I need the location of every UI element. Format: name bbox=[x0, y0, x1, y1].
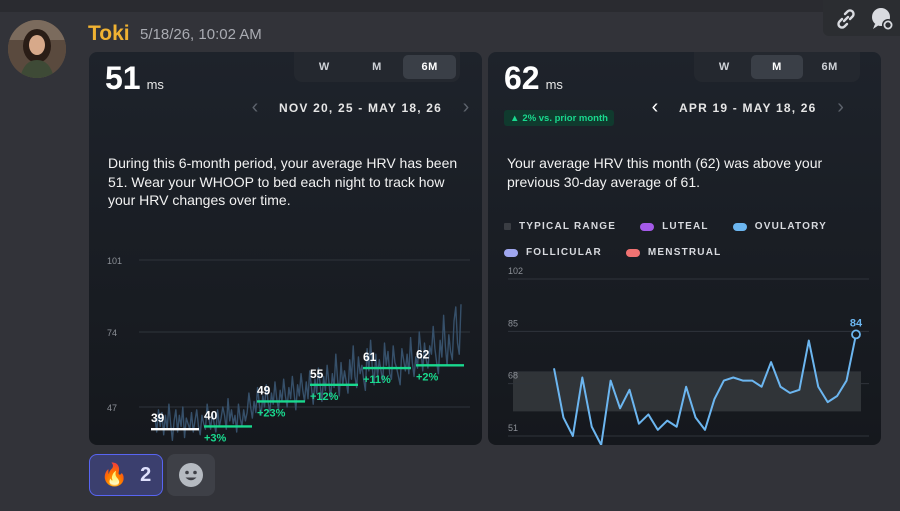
legend-luteal: LUTEAL bbox=[640, 221, 709, 232]
period-selector: W M 6M bbox=[694, 52, 860, 82]
hrv-6month-chart: 101 74 47 39 40 +3% 49 +23% 55 +12% 61 +11% 62 +2% bbox=[107, 256, 470, 444]
legend-menstrual: MENSTRUAL bbox=[625, 247, 722, 258]
monthly-change-label: +23% bbox=[257, 407, 286, 419]
message-actions bbox=[823, 0, 900, 36]
link-icon[interactable] bbox=[833, 6, 859, 32]
monthly-average-label: 40 bbox=[204, 408, 218, 422]
tab-6month[interactable]: 6M bbox=[821, 61, 838, 73]
hrv-description: During this 6-month period, your average… bbox=[108, 155, 458, 208]
highlight-point bbox=[851, 329, 861, 340]
tab-month[interactable]: M bbox=[372, 61, 382, 73]
y-tick-label: 51 bbox=[508, 423, 518, 433]
hrv-value: 51 ms bbox=[105, 60, 164, 96]
y-tick-label: 85 bbox=[508, 318, 518, 328]
monthly-average-label: 39 bbox=[151, 411, 165, 425]
legend-ovulatory: OVULATORY bbox=[732, 221, 827, 232]
avatar[interactable] bbox=[8, 20, 66, 78]
reactions-bar: 🔥 2 bbox=[89, 454, 215, 496]
monthly-change-label: +11% bbox=[363, 374, 391, 386]
date-range-label: APR 19 - MAY 18, 26 bbox=[679, 100, 817, 115]
hrv-month-card: 62 ms W M 6M ▲ 2% vs. prior month ‹ APR 19… bbox=[488, 52, 881, 445]
legend-follicular: FOLLICULAR bbox=[504, 247, 602, 258]
y-tick-label: 102 bbox=[508, 266, 523, 276]
tab-week[interactable]: W bbox=[718, 61, 730, 73]
hrv-6month-card: 51 ms W M 6M ‹ NOV 20, 25 - MAY 18, 26 › … bbox=[89, 52, 482, 445]
chevron-left-icon[interactable]: ‹ bbox=[651, 96, 659, 118]
date-range-nav: ‹ APR 19 - MAY 18, 26 › bbox=[645, 96, 851, 119]
monthly-change-label: +2% bbox=[416, 371, 439, 383]
y-tick-label: 101 bbox=[107, 256, 122, 266]
daily-hrv-line bbox=[154, 304, 462, 442]
chart-legend-row-1: TYPICAL RANGE LUTEAL OVULATORY bbox=[504, 221, 864, 232]
y-tick-label: 68 bbox=[508, 371, 518, 381]
monthly-average-label: 61 bbox=[363, 350, 377, 364]
window-top-strip bbox=[0, 0, 900, 12]
legend-typical-range: TYPICAL RANGE bbox=[504, 221, 616, 232]
y-tick-label: 47 bbox=[107, 403, 117, 413]
message-timestamp: 5/18/26, 10:02 AM bbox=[140, 26, 262, 43]
tab-month[interactable]: M bbox=[750, 55, 804, 79]
ovulatory-hrv-line bbox=[553, 334, 857, 445]
monthly-change-label: +12% bbox=[310, 391, 339, 403]
y-tick-label: 74 bbox=[107, 328, 117, 338]
tab-week[interactable]: W bbox=[318, 61, 330, 73]
tab-6month[interactable]: 6M bbox=[403, 55, 457, 79]
monthly-average-label: 49 bbox=[257, 383, 271, 397]
monthly-change-label: +3% bbox=[204, 432, 227, 444]
date-range-label: NOV 20, 25 - MAY 18, 26 bbox=[279, 100, 443, 115]
date-range-nav: ‹ NOV 20, 25 - MAY 18, 26 › bbox=[245, 96, 476, 119]
change-badge: ▲ 2% vs. prior month bbox=[504, 110, 614, 126]
add-reaction-button[interactable] bbox=[167, 454, 215, 496]
highlight-label: 84 bbox=[850, 317, 863, 329]
chevron-right-icon[interactable]: › bbox=[837, 96, 844, 118]
arrow-up-icon: ▲ bbox=[510, 112, 520, 124]
chevron-left-icon[interactable]: ‹ bbox=[251, 96, 259, 118]
chart-legend-row-2: FOLLICULAR MENSTRUAL bbox=[504, 247, 864, 258]
hrv-description: Your average HRV this month (62) was abo… bbox=[507, 155, 823, 190]
reaction-count: 2 bbox=[140, 463, 152, 486]
fire-icon: 🔥 bbox=[100, 462, 129, 487]
smile-icon bbox=[179, 463, 203, 487]
author-name[interactable]: Toki bbox=[88, 22, 130, 45]
reply-settings-icon[interactable] bbox=[869, 6, 895, 32]
monthly-average-label: 62 bbox=[416, 347, 430, 361]
hrv-month-chart: 102 85 68 51 84 bbox=[508, 266, 869, 445]
chevron-right-icon[interactable]: › bbox=[462, 96, 470, 118]
fire-reaction[interactable]: 🔥 2 bbox=[89, 454, 163, 496]
avatar-image bbox=[8, 20, 66, 78]
period-selector: W M 6M bbox=[294, 52, 460, 82]
monthly-average-label: 55 bbox=[310, 367, 324, 381]
hrv-value: 62 ms bbox=[504, 60, 563, 96]
